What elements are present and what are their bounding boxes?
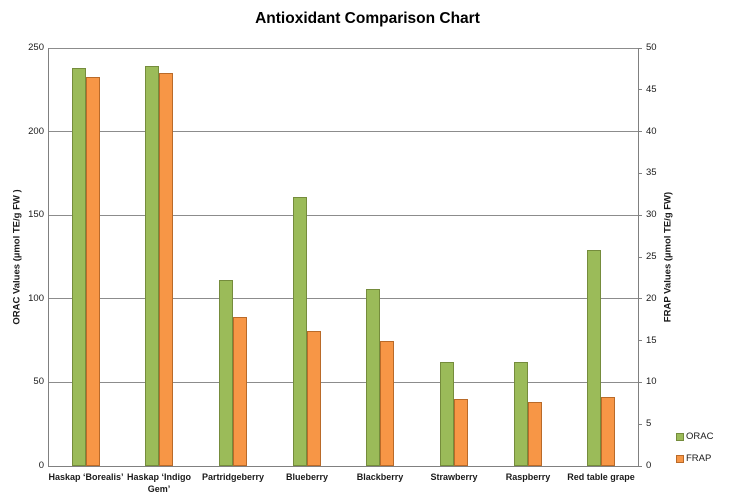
bar-frap [307,331,321,466]
gridline [49,47,638,49]
right-tick-mark [638,89,642,91]
bar-frap [233,317,247,466]
right-tick-mark [638,465,642,467]
left-tick-label: 50 [33,376,44,388]
gridline [49,381,638,383]
gridline [49,214,638,216]
left-tick-label: 150 [28,209,44,221]
right-tick-label: 50 [646,42,657,53]
bar-frap [528,402,542,466]
category-label: Haskap ‘Indigo Gem’ [126,472,191,494]
gridline [49,131,638,133]
bar-frap [380,341,394,466]
right-tick-label: 0 [646,460,652,471]
right-tick-label: 30 [646,209,657,221]
legend-label: ORAC [686,431,714,442]
legend-label: FRAP [686,453,712,464]
legend-item-frap: FRAP [676,453,713,464]
right-tick-mark [638,214,642,216]
right-tick-mark [638,256,642,258]
category-label: Strawberry [430,472,478,482]
gridline [49,298,638,300]
right-tick-mark [638,47,642,49]
left-tick-label: 250 [28,42,44,53]
category-label: Haskap ‘Borealis’ [48,472,124,482]
right-tick-mark [638,172,642,174]
right-tick-label: 40 [646,125,657,137]
bar-frap [601,397,615,466]
right-tick-mark [638,340,642,342]
category-label: Raspberry [505,472,551,482]
chart-title: Antioxidant Comparison Chart [255,10,480,27]
axis-line-bottom [48,466,639,467]
right-tick-label: 10 [646,376,657,388]
legend: ORAC FRAP [676,431,713,475]
right-tick-label: 45 [646,83,657,95]
bar-orac [219,280,233,466]
bar-frap [454,399,468,466]
bar-frap [159,73,173,466]
category-label: Blackberry [356,472,404,482]
bar-orac [587,250,601,466]
category-label: Partridgeberry [201,472,265,482]
right-tick-label: 20 [646,292,657,304]
bar-orac [514,362,528,466]
axis-line-right [638,48,639,467]
bar-orac [293,197,307,466]
bar-frap [86,77,100,466]
right-tick-mark [638,423,642,425]
legend-swatch-frap-icon [676,454,684,463]
right-tick-label: 5 [646,418,652,430]
bar-orac [72,68,86,466]
category-label: Blueberry [285,472,329,482]
right-tick-label: 25 [646,251,657,262]
left-tick-label: 0 [38,460,44,471]
right-tick-mark [638,381,642,383]
right-tick-label: 15 [646,334,657,346]
bar-orac [440,362,454,466]
bar-orac [145,66,159,466]
bar-orac [366,289,380,466]
legend-swatch-orac-icon [676,432,684,441]
right-tick-label: 35 [646,167,657,179]
axis-line-left [48,48,49,467]
right-tick-mark [638,131,642,133]
legend-item-orac: ORAC [676,431,713,442]
category-label: Red table grape [567,472,635,482]
right-tick-mark [638,298,642,300]
plot-area [49,48,638,466]
left-tick-label: 100 [28,292,44,304]
left-tick-label: 200 [28,125,44,137]
